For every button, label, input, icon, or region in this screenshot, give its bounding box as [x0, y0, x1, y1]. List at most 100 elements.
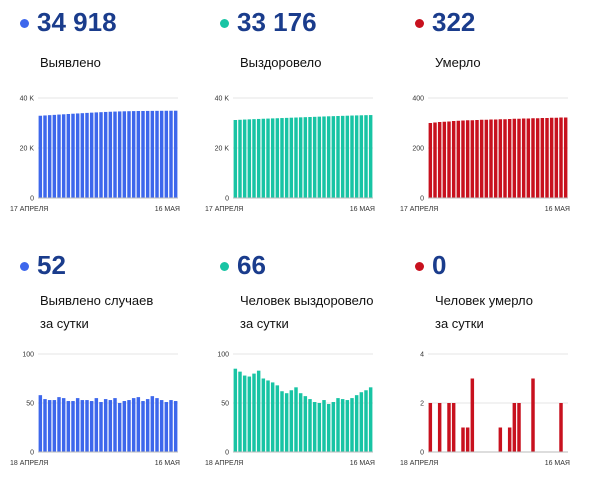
- bar: [507, 427, 512, 452]
- stat-label: Выявлено случаев за сутки: [40, 289, 153, 335]
- y-tick-label: 0: [420, 450, 424, 457]
- bar: [517, 118, 521, 198]
- bar: [368, 387, 373, 452]
- y-tick-label: 50: [26, 401, 34, 408]
- bar: [145, 110, 150, 198]
- bar: [475, 120, 479, 198]
- bar: [535, 118, 540, 198]
- bar: [43, 115, 47, 198]
- bar: [331, 116, 336, 198]
- bar: [437, 122, 442, 198]
- bar: [141, 401, 145, 452]
- stat-row: 322: [415, 8, 475, 36]
- bar: [52, 114, 57, 199]
- bar: [326, 403, 331, 452]
- bar: [117, 403, 122, 452]
- bar: [364, 115, 368, 198]
- bar: [71, 401, 75, 452]
- y-tick-label: 40 K: [215, 96, 230, 103]
- bar: [57, 397, 61, 452]
- chart-detected-total: 0 20 K 40 K 17 АПРЕЛЯ 16 МАЯ: [10, 96, 180, 214]
- stat-label-line: за сутки: [40, 316, 89, 331]
- bar: [238, 119, 242, 198]
- bar: [57, 114, 61, 198]
- bar: [117, 111, 122, 198]
- bar: [442, 121, 447, 198]
- bar: [340, 115, 345, 198]
- bar: [127, 111, 131, 198]
- bar: [122, 111, 127, 198]
- bar: [308, 399, 312, 452]
- bar: [284, 393, 289, 452]
- bar: [479, 119, 484, 198]
- stat-value: 322: [432, 7, 476, 37]
- bar: [447, 121, 451, 198]
- bar: [159, 400, 164, 452]
- bar: [428, 403, 433, 452]
- bar: [136, 111, 141, 198]
- bar: [66, 114, 71, 198]
- bar: [94, 112, 99, 198]
- y-tick-label: 20 K: [215, 146, 230, 153]
- bar: [122, 401, 127, 452]
- bar: [470, 120, 475, 198]
- bar: [275, 385, 280, 452]
- bar: [540, 118, 545, 198]
- bar: [169, 400, 173, 452]
- stat-label-line: Выявлено: [40, 55, 101, 70]
- bar: [150, 396, 155, 452]
- bar: [312, 402, 317, 452]
- bar: [526, 118, 531, 198]
- bar: [289, 117, 294, 198]
- bar: [164, 402, 169, 452]
- bar: [242, 119, 247, 198]
- bar: [336, 116, 340, 198]
- bar: [507, 119, 512, 198]
- bar: [99, 402, 103, 452]
- chart-recovered-daily: 0 50 100 18 АПРЕЛЯ 16 МАЯ: [205, 352, 375, 468]
- stat-label-line: за сутки: [435, 316, 484, 331]
- bar: [531, 118, 535, 198]
- stat-row: 66: [220, 251, 266, 279]
- bar: [521, 118, 526, 198]
- bar: [312, 116, 317, 198]
- y-tick-label: 0: [30, 450, 34, 457]
- bar: [256, 370, 261, 452]
- bar: [563, 117, 568, 198]
- bar: [456, 120, 461, 198]
- bar: [136, 397, 141, 452]
- bar: [75, 398, 80, 452]
- bar: [252, 373, 256, 452]
- x-tick-label-start: 17 АПРЕЛЯ: [10, 206, 48, 213]
- stat-row: 34 918: [20, 8, 117, 36]
- x-tick-label-end: 16 МАЯ: [545, 460, 570, 467]
- bar: [317, 403, 322, 452]
- bar: [242, 375, 247, 452]
- bar: [350, 115, 354, 198]
- bar: [451, 403, 456, 452]
- bar: [131, 398, 136, 452]
- bar: [99, 112, 103, 198]
- bar: [145, 399, 150, 452]
- blue-dot-icon: [20, 18, 29, 28]
- y-tick-label: 400: [412, 96, 424, 103]
- bar: [38, 395, 43, 452]
- bar: [47, 115, 52, 198]
- stat-label: Человек умерло за сутки: [435, 289, 533, 335]
- bar: [294, 387, 298, 452]
- bar: [554, 117, 559, 198]
- bar: [280, 118, 284, 198]
- bar: [80, 113, 85, 198]
- bar: [512, 118, 517, 198]
- bar: [280, 391, 284, 452]
- bar: [294, 117, 298, 198]
- stat-label-line: Выявлено случаев: [40, 293, 154, 308]
- bar: [322, 116, 326, 198]
- bar: [108, 111, 113, 198]
- teal-dot-icon: [220, 261, 229, 271]
- y-tick-label: 100: [217, 352, 229, 359]
- teal-dot-icon: [220, 18, 229, 28]
- red-dot-icon: [415, 261, 424, 271]
- stat-row: 0: [415, 251, 446, 279]
- bar: [549, 117, 554, 198]
